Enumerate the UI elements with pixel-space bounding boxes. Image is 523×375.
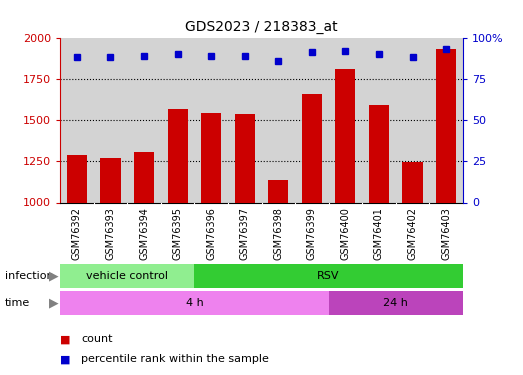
Bar: [134, 152, 154, 368]
Bar: [235, 114, 255, 368]
Text: GSM76401: GSM76401: [374, 207, 384, 260]
Text: count: count: [81, 334, 112, 344]
Text: GSM76398: GSM76398: [274, 207, 283, 260]
Text: GSM76403: GSM76403: [441, 207, 451, 260]
Text: 4 h: 4 h: [186, 298, 203, 308]
Text: time: time: [5, 298, 30, 308]
Bar: [60, 264, 195, 288]
Text: ▶: ▶: [49, 296, 58, 309]
Bar: [403, 162, 423, 368]
Bar: [328, 291, 463, 315]
Bar: [369, 105, 389, 368]
Text: ▶: ▶: [49, 269, 58, 282]
Text: RSV: RSV: [317, 271, 340, 281]
Title: GDS2023 / 218383_at: GDS2023 / 218383_at: [185, 20, 338, 34]
Text: GSM76394: GSM76394: [139, 207, 149, 260]
Text: GSM76399: GSM76399: [307, 207, 317, 260]
Bar: [100, 158, 120, 368]
Text: GSM76396: GSM76396: [206, 207, 216, 260]
Bar: [302, 94, 322, 368]
Bar: [436, 49, 456, 368]
Text: vehicle control: vehicle control: [86, 271, 168, 281]
Text: GSM76400: GSM76400: [340, 207, 350, 260]
Text: GSM76397: GSM76397: [240, 207, 249, 260]
Bar: [195, 264, 463, 288]
Text: ■: ■: [60, 354, 71, 364]
Text: infection: infection: [5, 271, 54, 281]
Text: percentile rank within the sample: percentile rank within the sample: [81, 354, 269, 364]
Text: GSM76393: GSM76393: [106, 207, 116, 260]
Bar: [67, 156, 87, 368]
Text: ■: ■: [60, 334, 71, 344]
Text: 24 h: 24 h: [383, 298, 408, 308]
Bar: [335, 69, 356, 368]
Bar: [60, 291, 328, 315]
Bar: [201, 112, 221, 368]
Text: GSM76402: GSM76402: [407, 207, 417, 260]
Bar: [167, 109, 188, 368]
Text: GSM76392: GSM76392: [72, 207, 82, 260]
Text: GSM76395: GSM76395: [173, 207, 183, 260]
Bar: [268, 180, 288, 368]
